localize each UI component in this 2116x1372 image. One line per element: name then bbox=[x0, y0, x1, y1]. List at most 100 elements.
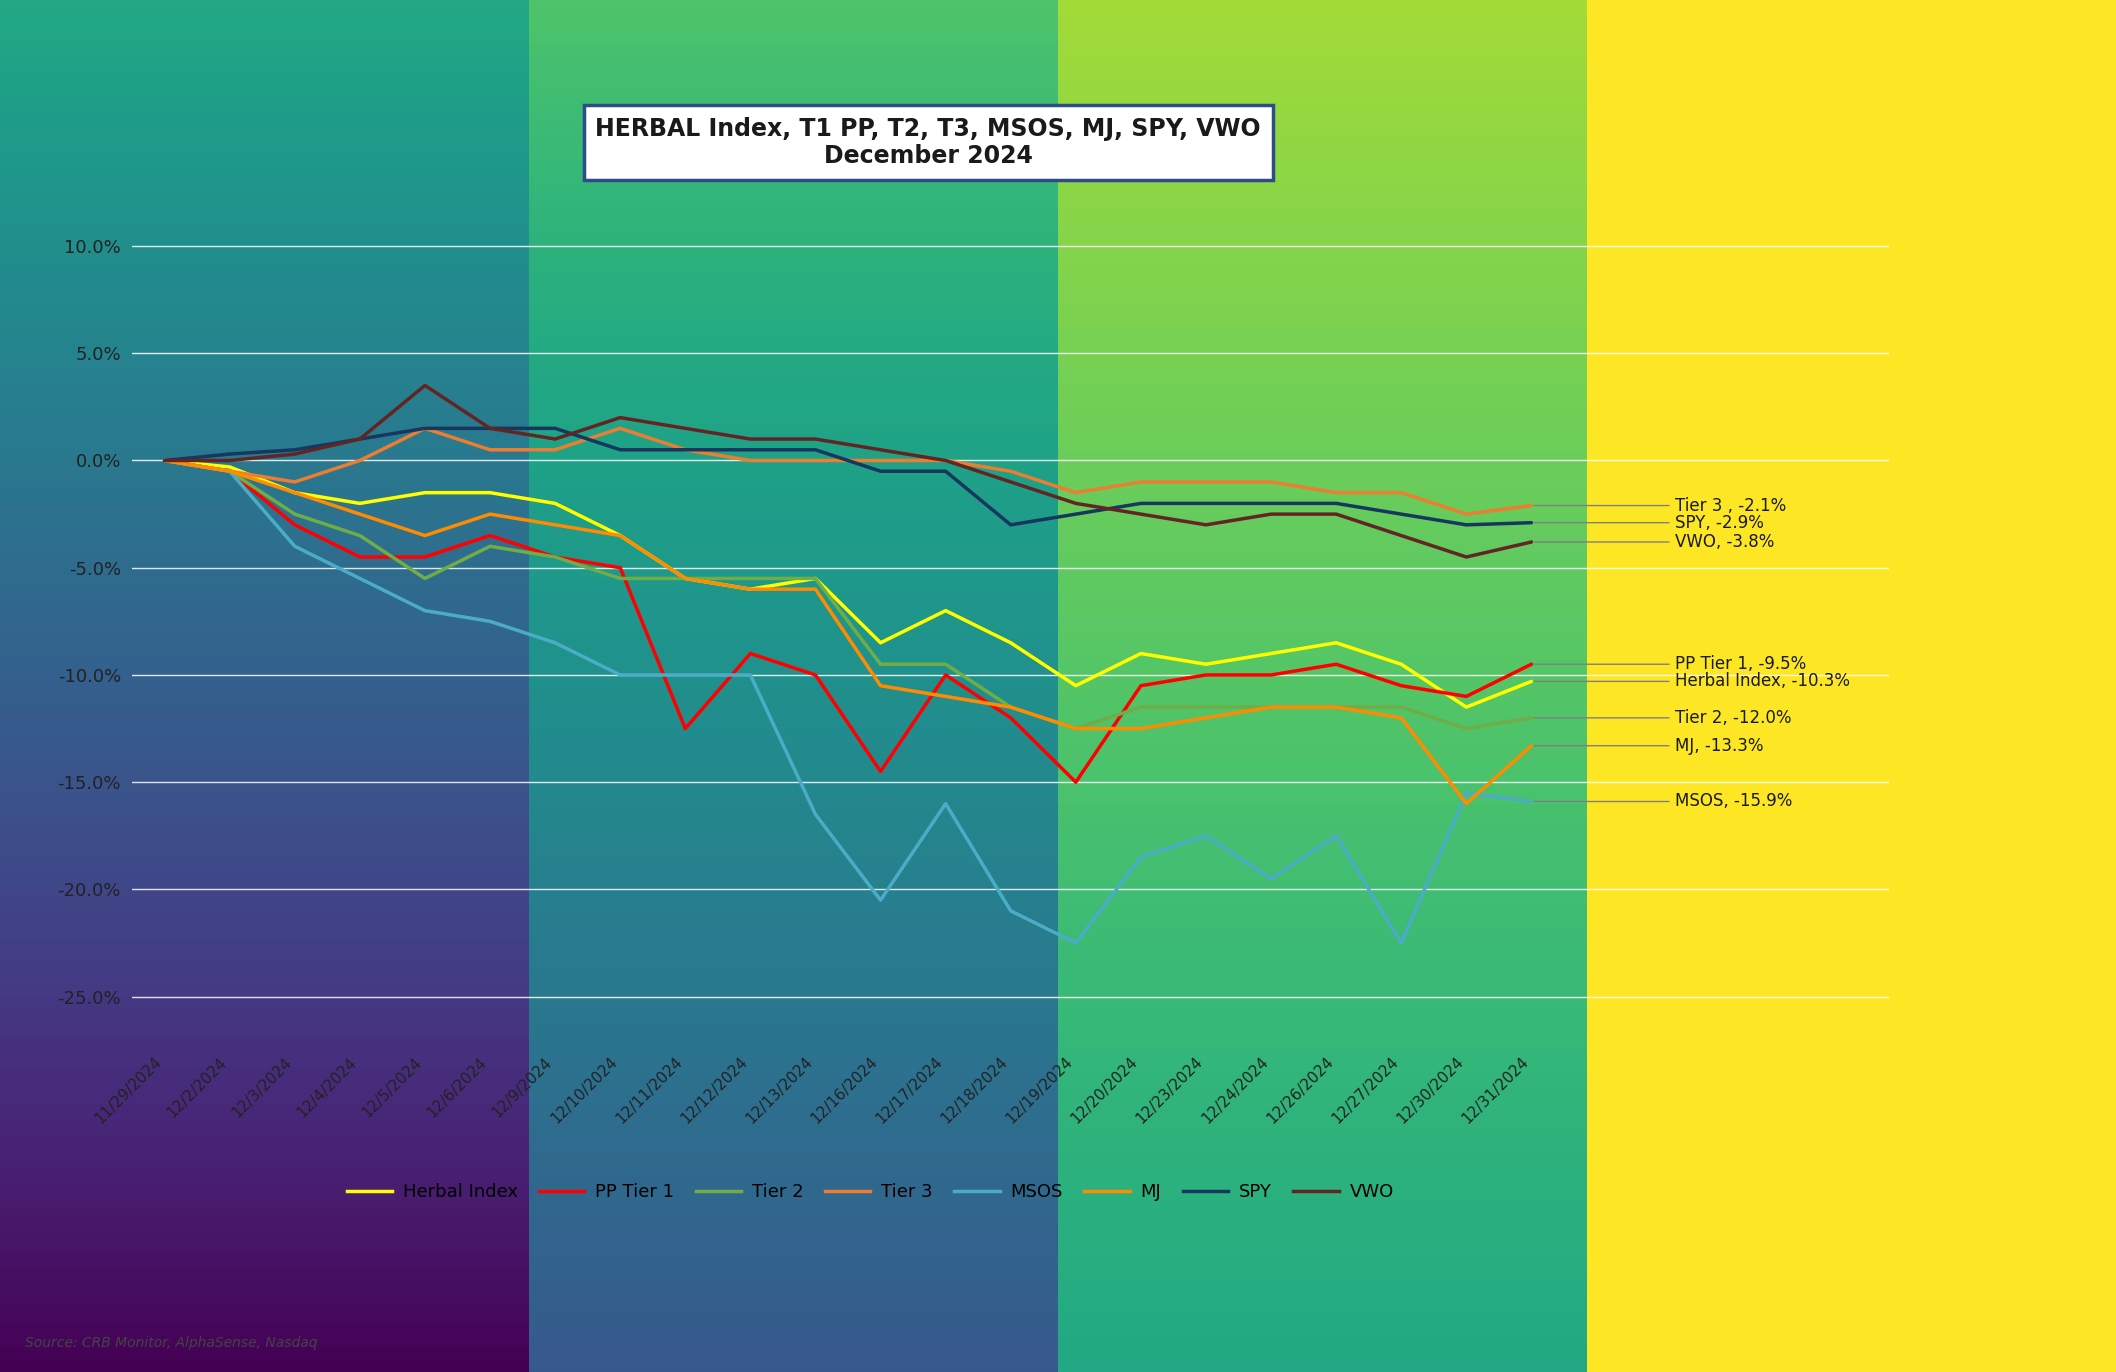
MSOS bbox=[1388, 934, 1413, 951]
MSOS bbox=[933, 796, 959, 812]
VWO bbox=[868, 442, 893, 458]
PP Tier 1 bbox=[413, 549, 438, 565]
VWO bbox=[607, 409, 633, 425]
Tier 2 bbox=[673, 571, 698, 587]
Tier 3 bbox=[738, 453, 764, 469]
VWO bbox=[1062, 495, 1088, 512]
PP Tier 1 bbox=[1062, 774, 1088, 790]
Tier 3 bbox=[413, 420, 438, 436]
VWO bbox=[1193, 517, 1219, 534]
MSOS bbox=[1454, 785, 1479, 801]
MSOS bbox=[999, 903, 1024, 919]
MJ bbox=[673, 571, 698, 587]
Tier 2 bbox=[607, 571, 633, 587]
Herbal Index bbox=[1128, 645, 1153, 661]
MSOS bbox=[1519, 793, 1545, 809]
PP Tier 1 bbox=[218, 462, 243, 479]
VWO bbox=[347, 431, 372, 447]
MSOS bbox=[1062, 934, 1088, 951]
MJ bbox=[152, 453, 178, 469]
Tier 2 bbox=[738, 571, 764, 587]
Tier 3 bbox=[1388, 484, 1413, 501]
MSOS bbox=[1193, 827, 1219, 844]
MJ bbox=[1388, 709, 1413, 726]
Line: Herbal Index: Herbal Index bbox=[165, 461, 1532, 707]
VWO bbox=[738, 431, 764, 447]
PP Tier 1 bbox=[933, 667, 959, 683]
MSOS bbox=[1322, 827, 1348, 844]
MSOS bbox=[673, 667, 698, 683]
MJ bbox=[478, 506, 504, 523]
MJ bbox=[281, 484, 307, 501]
VWO bbox=[478, 420, 504, 436]
Line: MJ: MJ bbox=[165, 461, 1532, 804]
Tier 3 bbox=[152, 453, 178, 469]
Herbal Index bbox=[607, 527, 633, 543]
SPY bbox=[281, 442, 307, 458]
Text: SPY, -2.9%: SPY, -2.9% bbox=[1534, 513, 1763, 532]
Text: Herbal Index, -10.3%: Herbal Index, -10.3% bbox=[1534, 672, 1849, 690]
MJ bbox=[1454, 796, 1479, 812]
MJ bbox=[933, 689, 959, 705]
Herbal Index bbox=[802, 571, 827, 587]
Tier 2 bbox=[1388, 698, 1413, 715]
SPY bbox=[1519, 514, 1545, 531]
Line: SPY: SPY bbox=[165, 428, 1532, 525]
MJ bbox=[347, 506, 372, 523]
Line: MSOS: MSOS bbox=[165, 461, 1532, 943]
MSOS bbox=[347, 571, 372, 587]
PP Tier 1 bbox=[542, 549, 567, 565]
SPY bbox=[738, 442, 764, 458]
Tier 3 bbox=[868, 453, 893, 469]
SPY bbox=[347, 431, 372, 447]
Tier 2 bbox=[1062, 720, 1088, 737]
PP Tier 1 bbox=[1193, 667, 1219, 683]
Tier 2 bbox=[347, 527, 372, 543]
Tier 2 bbox=[281, 506, 307, 523]
PP Tier 1 bbox=[1388, 678, 1413, 694]
PP Tier 1 bbox=[607, 560, 633, 576]
VWO bbox=[1454, 549, 1479, 565]
Text: HERBAL Index, T1 PP, T2, T3, MSOS, MJ, SPY, VWO
December 2024: HERBAL Index, T1 PP, T2, T3, MSOS, MJ, S… bbox=[595, 117, 1261, 169]
Tier 2 bbox=[1128, 698, 1153, 715]
PP Tier 1 bbox=[1519, 656, 1545, 672]
Tier 2 bbox=[478, 538, 504, 554]
Herbal Index bbox=[1388, 656, 1413, 672]
MSOS bbox=[868, 892, 893, 908]
Herbal Index bbox=[1259, 645, 1284, 661]
PP Tier 1 bbox=[1259, 667, 1284, 683]
MSOS bbox=[152, 453, 178, 469]
VWO bbox=[1519, 534, 1545, 550]
VWO bbox=[1259, 506, 1284, 523]
SPY bbox=[999, 517, 1024, 534]
Tier 2 bbox=[1322, 698, 1348, 715]
SPY bbox=[542, 420, 567, 436]
Herbal Index bbox=[1062, 678, 1088, 694]
MSOS bbox=[802, 807, 827, 823]
MSOS bbox=[413, 602, 438, 619]
MSOS bbox=[218, 462, 243, 479]
MSOS bbox=[1128, 849, 1153, 866]
Herbal Index bbox=[738, 580, 764, 597]
Text: MSOS, -15.9%: MSOS, -15.9% bbox=[1534, 793, 1792, 811]
SPY bbox=[218, 446, 243, 462]
Line: PP Tier 1: PP Tier 1 bbox=[165, 461, 1532, 782]
MJ bbox=[738, 580, 764, 597]
VWO bbox=[1322, 506, 1348, 523]
Tier 2 bbox=[868, 656, 893, 672]
Tier 3 bbox=[999, 462, 1024, 479]
SPY bbox=[933, 462, 959, 479]
Herbal Index bbox=[933, 602, 959, 619]
VWO bbox=[542, 431, 567, 447]
MJ bbox=[1128, 720, 1153, 737]
Tier 2 bbox=[1454, 720, 1479, 737]
PP Tier 1 bbox=[347, 549, 372, 565]
MJ bbox=[868, 678, 893, 694]
VWO bbox=[673, 420, 698, 436]
PP Tier 1 bbox=[152, 453, 178, 469]
Legend: Herbal Index, PP Tier 1, Tier 2, Tier 3, MSOS, MJ, SPY, VWO: Herbal Index, PP Tier 1, Tier 2, Tier 3,… bbox=[339, 1176, 1401, 1209]
Tier 3 bbox=[542, 442, 567, 458]
PP Tier 1 bbox=[1128, 678, 1153, 694]
Line: VWO: VWO bbox=[165, 386, 1532, 557]
VWO bbox=[281, 446, 307, 462]
